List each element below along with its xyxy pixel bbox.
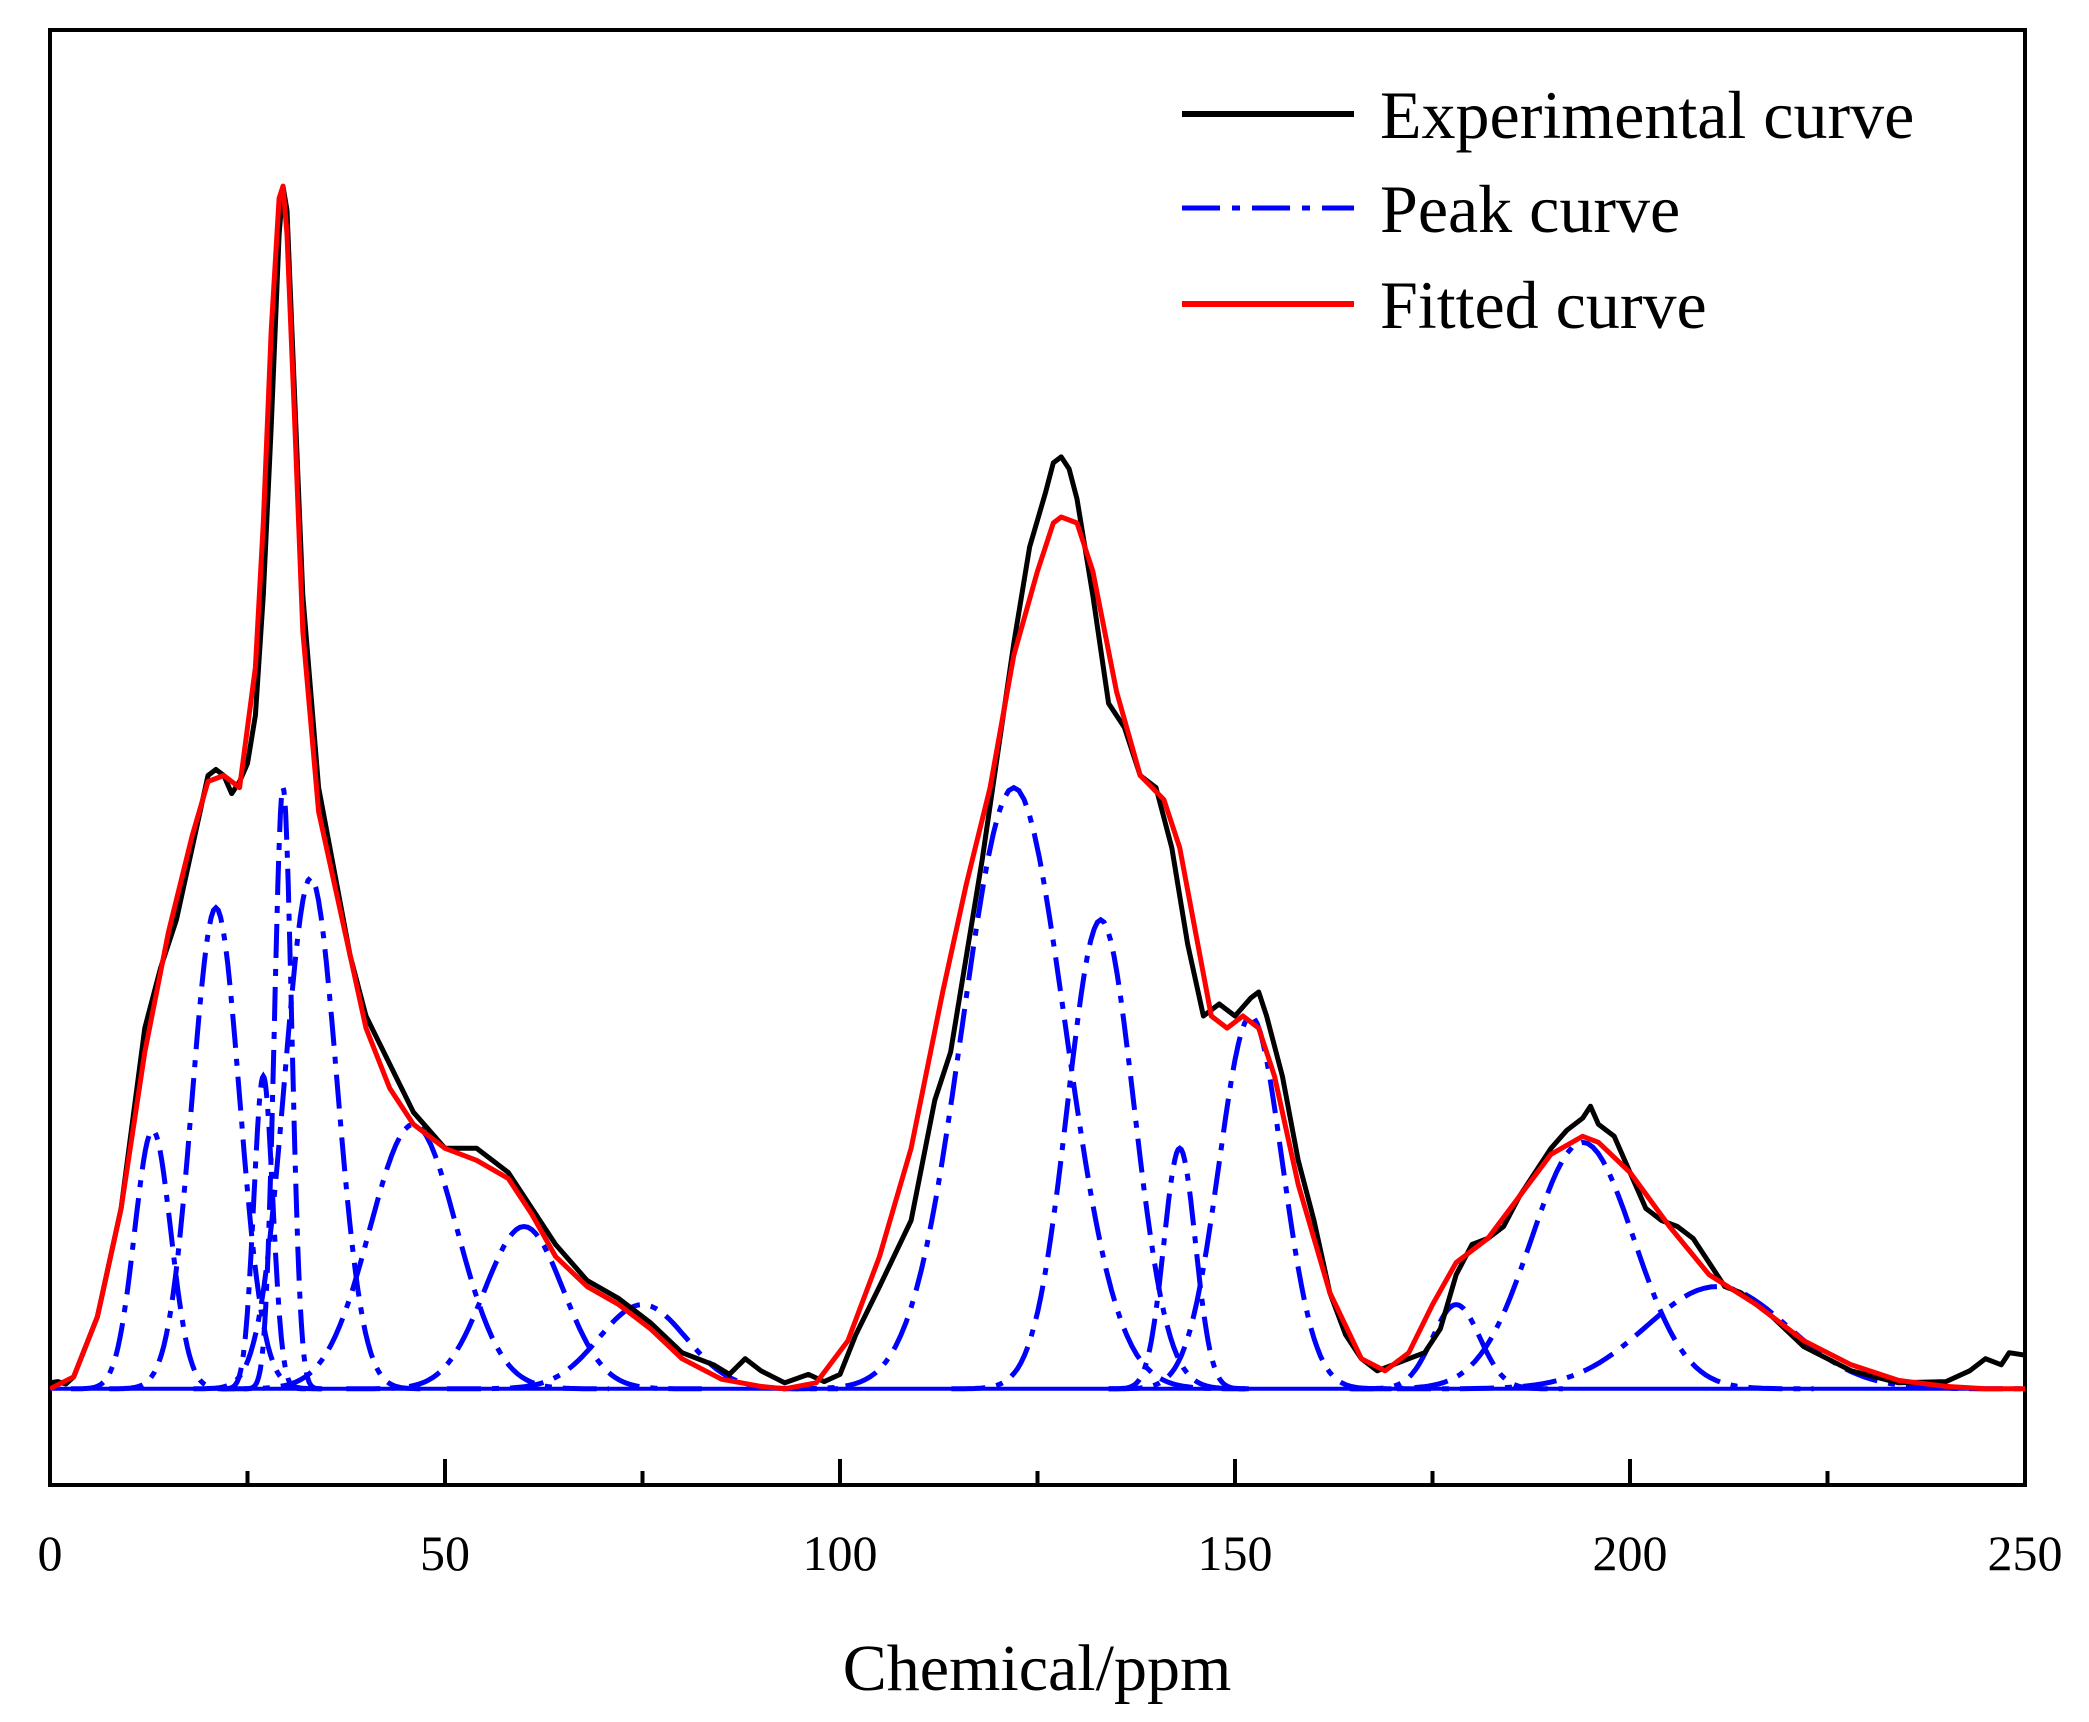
x-tick-label: 100 [803,1525,878,1581]
peak-curve [346,1223,702,1392]
x-axis-tick-labels: 0 50 100 150 200 250 [38,1525,2063,1581]
x-tick-label: 0 [38,1525,63,1581]
x-tick-label: 200 [1593,1525,1668,1581]
legend-label-peaks: Peak curve [1380,171,1680,247]
x-axis-ticks [48,1459,2027,1485]
fitted-curve [50,183,2025,1392]
peak-curve [1397,1284,2025,1392]
legend-label-experimental: Experimental curve [1380,77,1914,153]
peak-curve [217,1121,609,1392]
peak-curve [193,874,428,1392]
series-group [50,183,2025,1392]
x-tick-label: 250 [1988,1525,2063,1581]
peak-curve [1108,1145,1251,1392]
peak-curve [951,916,1250,1392]
peak-curve [109,904,323,1392]
peak-curve [782,784,1245,1392]
peak-curves [70,778,2025,1392]
peak-curve [1349,1302,1563,1392]
x-tick-label: 50 [420,1525,470,1581]
plot-frame [48,28,2027,1487]
x-tick-label: 150 [1198,1525,1273,1581]
legend-label-fitted: Fitted curve [1380,267,1707,343]
peak-curve [1351,1139,1814,1392]
peak-curve [1108,1013,1393,1392]
peak-curve [243,778,323,1392]
peak-curve [70,1127,235,1392]
legend: Experimental curve Peak curve Fitted cur… [1182,77,1914,343]
x-axis-title: Chemical/ppm [843,1632,1232,1705]
